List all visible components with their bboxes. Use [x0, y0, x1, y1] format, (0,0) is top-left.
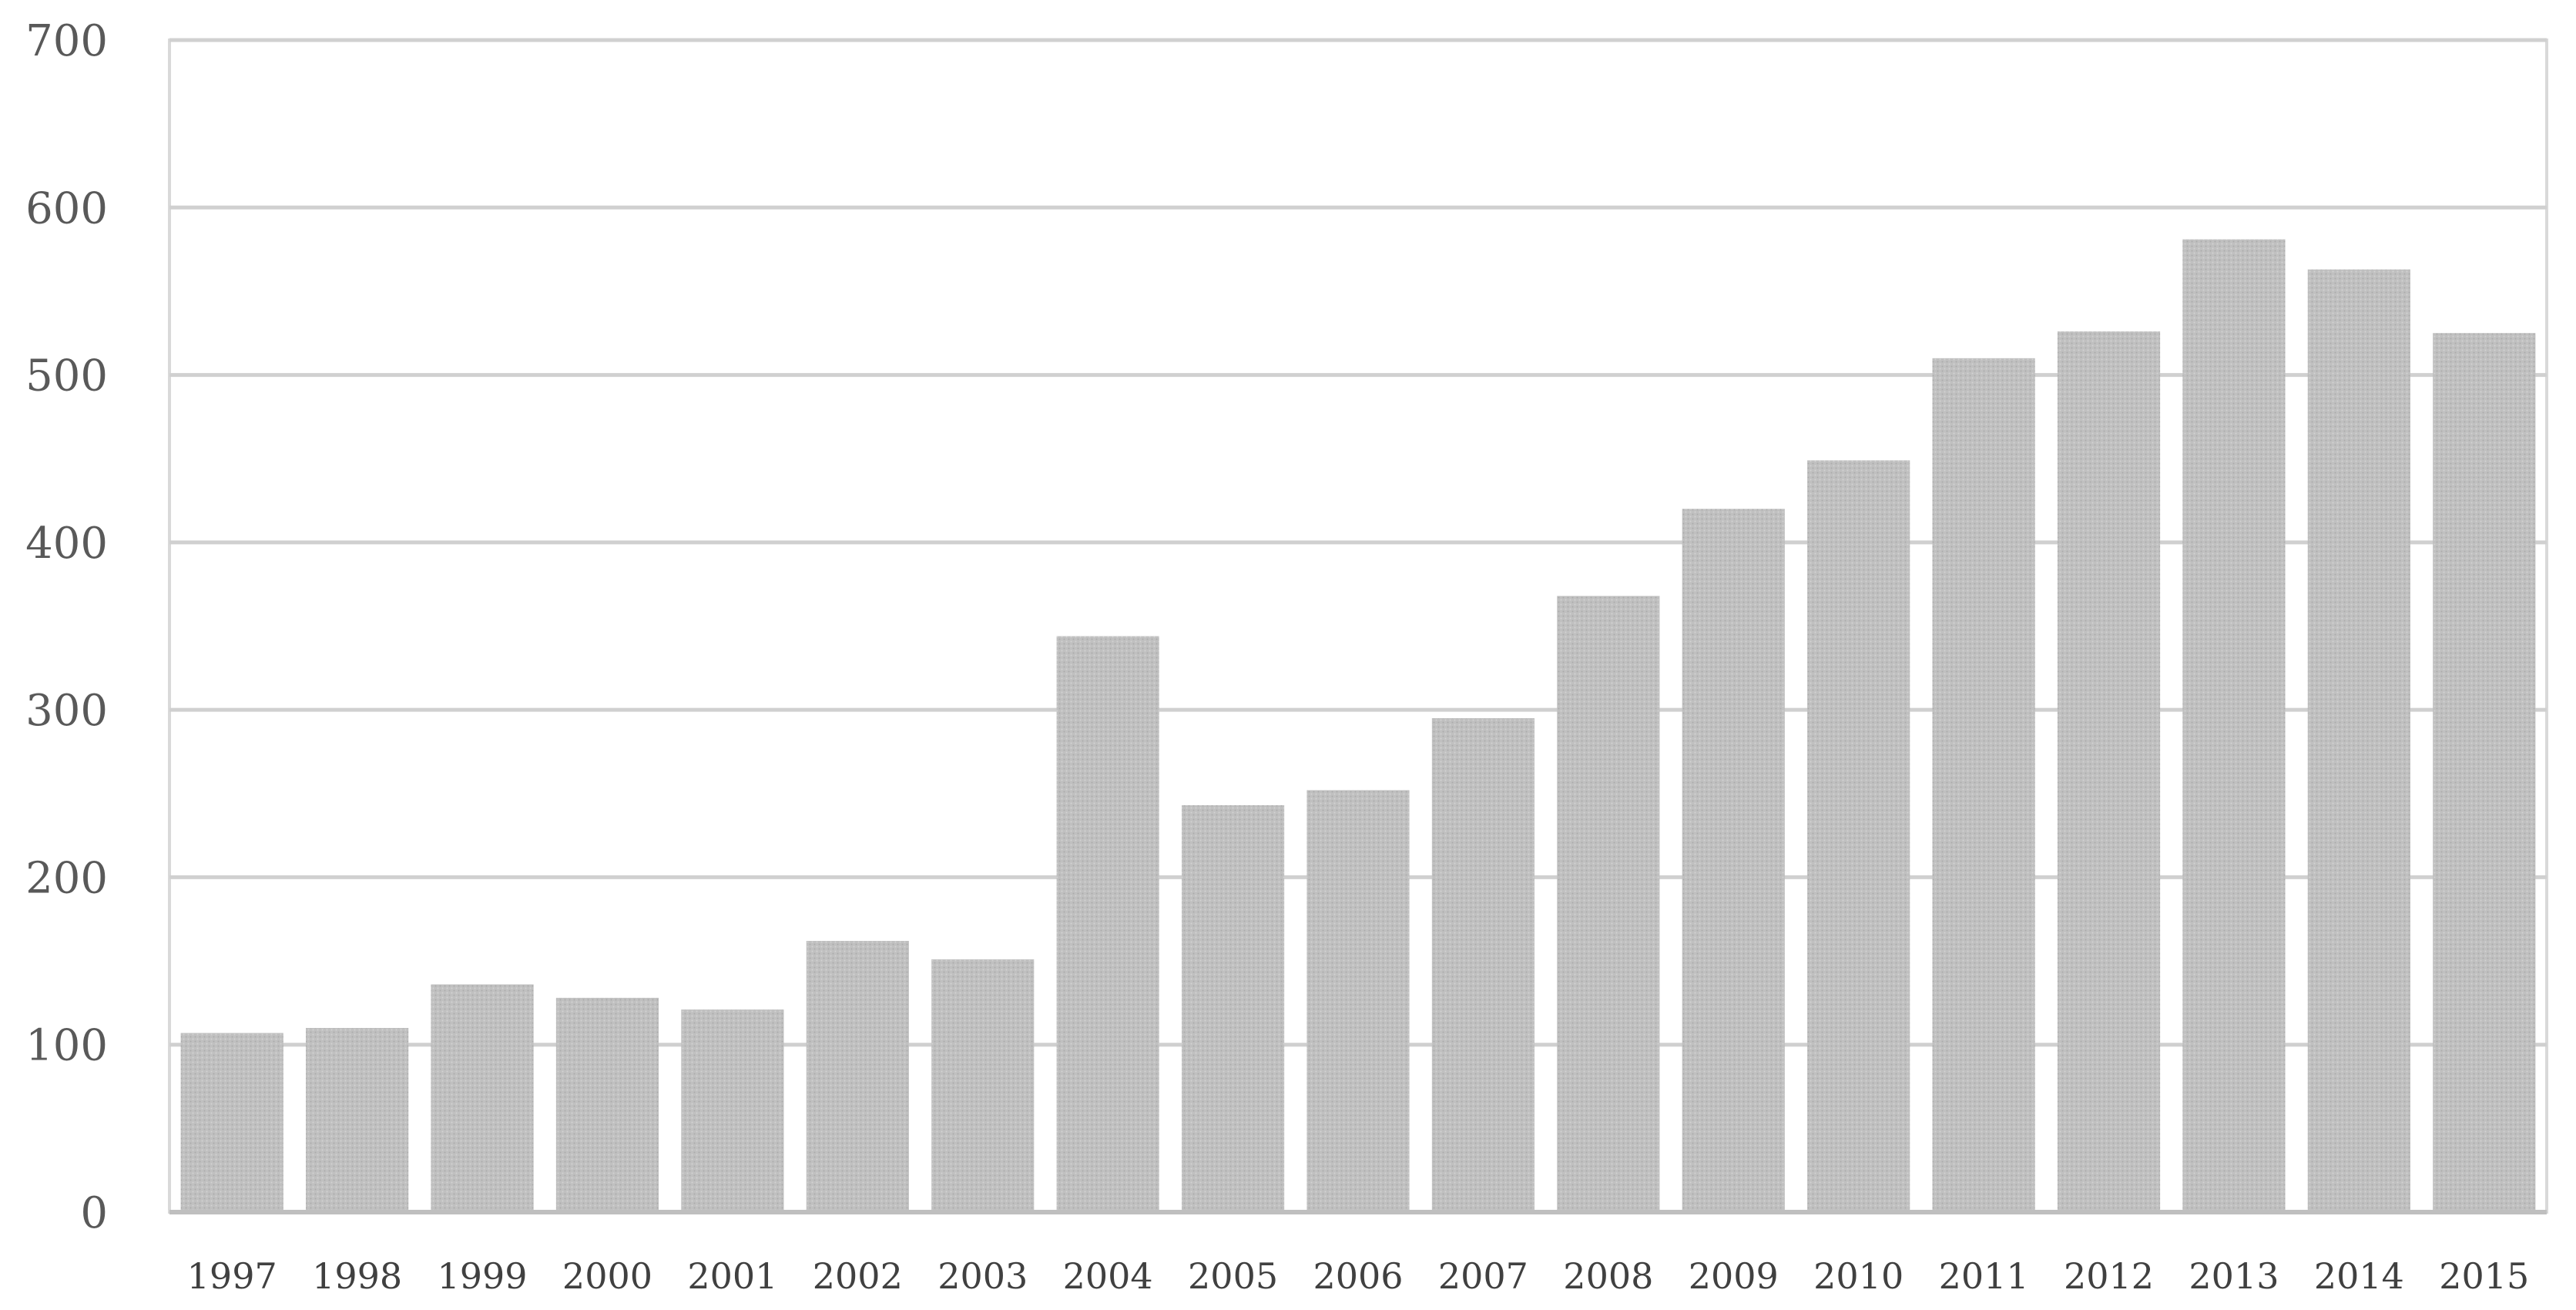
bar-1999 [431, 984, 534, 1212]
x-tick-label: 1998 [312, 1255, 402, 1297]
bar-1998 [306, 1027, 409, 1212]
x-tick-label: 2005 [1188, 1255, 1278, 1297]
bar-2012 [2057, 331, 2161, 1212]
bar-1997 [180, 1033, 283, 1212]
y-tick-label: 400 [25, 519, 108, 569]
bar-2003 [931, 959, 1035, 1212]
x-tick-label: 2003 [937, 1255, 1028, 1297]
y-tick-label: 600 [25, 183, 108, 233]
x-tick-label: 2004 [1063, 1255, 1153, 1297]
x-tick-label: 2015 [2439, 1255, 2529, 1297]
y-tick-labels: 0 100 200 300 400 500 600 700 [25, 16, 108, 1238]
x-tick-label: 1999 [438, 1255, 528, 1297]
bar-2011 [1932, 358, 2035, 1212]
x-tick-label: 2002 [813, 1255, 903, 1297]
y-tick-label: 100 [25, 1021, 108, 1071]
bar-2001 [681, 1009, 784, 1212]
x-tick-label: 2013 [2189, 1255, 2279, 1297]
bar-2009 [1682, 509, 1785, 1212]
y-tick-label: 0 [80, 1188, 108, 1238]
bar-2010 [1807, 460, 1910, 1212]
bar-2000 [555, 997, 659, 1212]
x-tick-label: 2010 [1813, 1255, 1903, 1297]
x-tick-label: 2006 [1313, 1255, 1403, 1297]
y-tick-label: 200 [25, 853, 108, 903]
bar-2004 [1056, 636, 1159, 1212]
bar-2008 [1557, 596, 1660, 1212]
bars [180, 239, 2536, 1213]
bar-2007 [1431, 718, 1535, 1212]
bar-2015 [2433, 333, 2536, 1212]
y-tick-label: 500 [25, 351, 108, 401]
x-tick-label: 2007 [1438, 1255, 1528, 1297]
bar-2002 [806, 940, 909, 1212]
bar-2006 [1306, 790, 1410, 1212]
bar-2005 [1181, 804, 1285, 1212]
x-tick-labels: 1997 1998 1999 2000 2001 2002 2003 2004 2005 2006… [187, 1255, 2530, 1297]
y-tick-label: 700 [25, 16, 108, 66]
x-tick-label: 2012 [2064, 1255, 2154, 1297]
x-tick-label: 1997 [187, 1255, 277, 1297]
x-tick-label: 2014 [2314, 1255, 2404, 1297]
x-tick-label: 2001 [687, 1255, 777, 1297]
x-tick-label: 2008 [1563, 1255, 1653, 1297]
x-tick-label: 2000 [562, 1255, 652, 1297]
bar-2014 [2307, 269, 2410, 1213]
x-tick-label: 2009 [1689, 1255, 1779, 1297]
x-tick-label: 2011 [1939, 1255, 2029, 1297]
y-tick-label: 300 [25, 686, 108, 736]
bar-2013 [2182, 239, 2286, 1212]
